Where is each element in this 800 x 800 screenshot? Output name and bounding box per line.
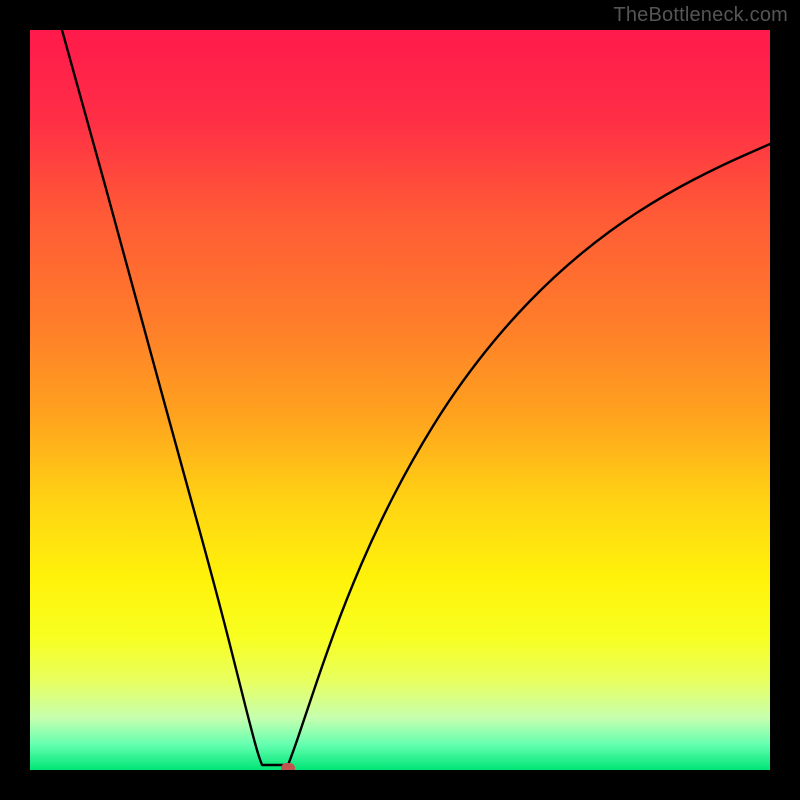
plot-area xyxy=(30,30,770,770)
minimum-marker xyxy=(281,763,295,770)
bottleneck-curve xyxy=(62,30,770,765)
chart-frame: TheBottleneck.com xyxy=(0,0,800,800)
curve-layer xyxy=(30,30,770,770)
watermark-text: TheBottleneck.com xyxy=(613,4,788,27)
